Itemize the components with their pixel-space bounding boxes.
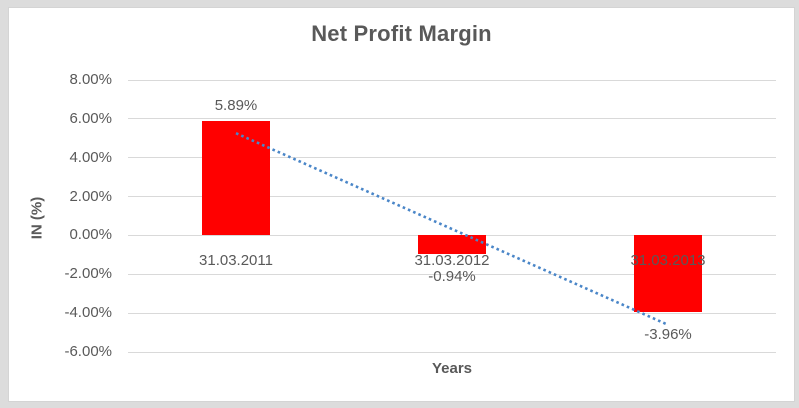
bar-31.03.2013 [634, 235, 702, 313]
chart-area: Net Profit Margin IN (%) Years 8.00% 6.00… [8, 7, 795, 402]
y-axis-tick-label: 2.00% [69, 187, 112, 205]
gridline [128, 79, 776, 81]
bar-31.03.2011 [202, 121, 270, 236]
data-label: -0.94% [428, 267, 476, 285]
data-label: -3.96% [644, 326, 692, 344]
gridline [128, 312, 776, 314]
gridline [128, 196, 776, 198]
gridline [128, 351, 776, 353]
y-axis-tick-label: -4.00% [64, 304, 112, 322]
gridline [128, 273, 776, 275]
x-axis-category-label: 31.03.2011 [199, 252, 273, 270]
gridline [128, 118, 776, 120]
chart-title: Net Profit Margin [311, 21, 492, 46]
y-axis-tick-label: -2.00% [64, 265, 112, 283]
x-axis-category-label: 31.03.2013 [630, 252, 706, 270]
gridline [128, 157, 776, 159]
data-label: 5.89% [214, 97, 258, 114]
y-axis-tick-label: 6.00% [69, 109, 112, 127]
y-axis-tick-label: -6.00% [64, 343, 112, 360]
x-axis-title: Years [431, 360, 473, 377]
bar-31.03.2012 [418, 235, 486, 254]
y-axis-tick-label: 4.00% [69, 148, 112, 166]
x-axis-category-label: 31.03.2012 [414, 252, 490, 270]
trendline [235, 132, 669, 326]
y-axis-tick-label: 0.00% [69, 226, 112, 244]
trendline-dotted-line [235, 132, 669, 326]
y-axis-tick-label: 8.00% [69, 71, 112, 88]
